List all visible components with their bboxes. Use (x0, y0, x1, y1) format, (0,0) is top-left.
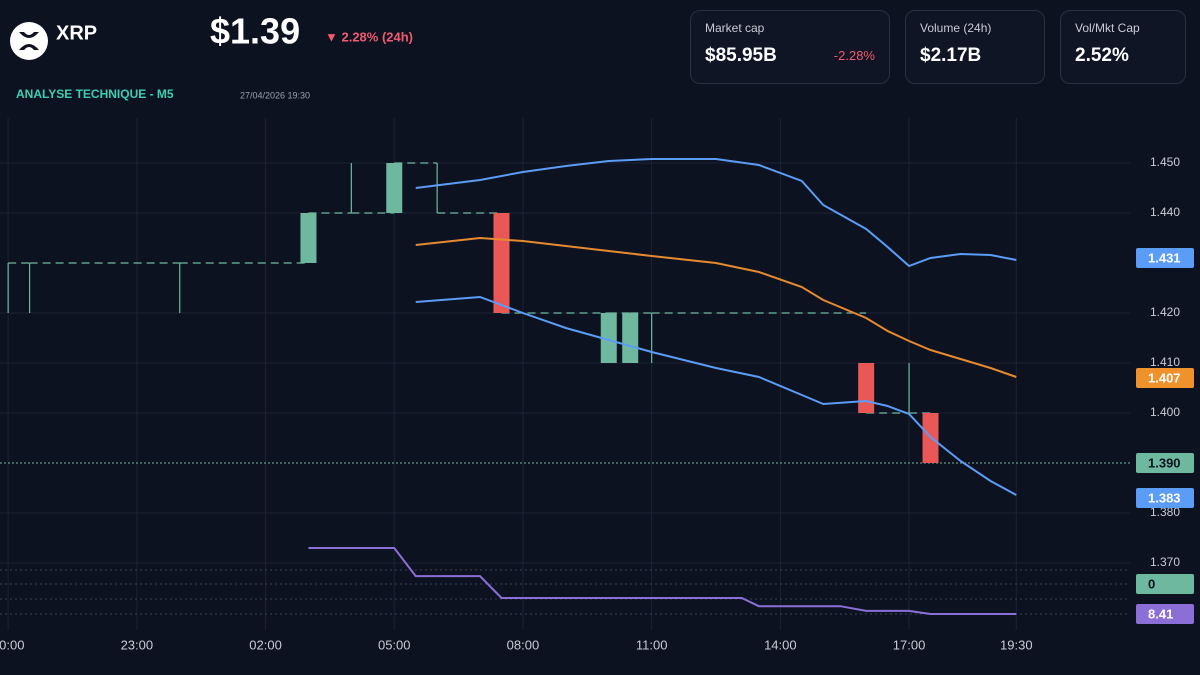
xrp-logo (10, 22, 48, 60)
symbol: XRP (56, 22, 97, 44)
x-tick-label: 17:00 (893, 637, 926, 652)
xrp-logo-mark (19, 32, 39, 50)
y-tick-label: 1.410 (1150, 355, 1180, 369)
price-badge-label: 1.431 (1148, 250, 1181, 265)
candle-body (386, 163, 403, 213)
indicator-line (415, 158, 1017, 268)
stat-label: Volume (24h) (920, 21, 992, 35)
price-badge-label: 0 (1148, 576, 1155, 591)
x-tick-label: 20:00 (0, 637, 24, 652)
y-tick-label: 1.450 (1150, 155, 1180, 169)
y-tick-label: 1.370 (1150, 555, 1180, 569)
candle-body (622, 313, 639, 363)
stat-value: $2.17B (920, 45, 982, 66)
indicator-line (308, 547, 1017, 615)
x-tick-label: 14:00 (764, 637, 797, 652)
y-tick-label: 1.400 (1150, 405, 1180, 419)
indicator-line (415, 295, 1017, 496)
price-badge-label: 1.407 (1148, 370, 1181, 385)
x-tick-label: 23:00 (121, 637, 154, 652)
indicator-line (415, 236, 1017, 378)
price-badge (1136, 488, 1194, 508)
candle-body (300, 213, 317, 263)
stat-card: Vol/Mkt Cap 2.52% (1060, 10, 1186, 84)
price-badge-label: 1.383 (1148, 490, 1181, 505)
x-tick-label: 19:30 (1000, 637, 1033, 652)
y-tick-label: 1.420 (1150, 305, 1180, 319)
section-title: ANALYSE TECHNIQUE - M5 (16, 87, 174, 101)
price-badge (1136, 453, 1194, 473)
price-badge (1136, 368, 1194, 388)
stat-value: $85.95B (705, 45, 777, 66)
y-tick-label: 1.380 (1150, 505, 1180, 519)
candle-body (493, 213, 510, 313)
stat-change: -2.28% (833, 48, 875, 63)
price-badge-label: 8.41 (1148, 606, 1173, 621)
price-badge (1136, 604, 1194, 624)
stat-label: Market cap (705, 21, 765, 35)
x-tick-label: 02:00 (249, 637, 282, 652)
y-tick-label: 1.440 (1150, 205, 1180, 219)
x-tick-label: 05:00 (378, 637, 411, 652)
stat-card: Volume (24h) $2.17B (905, 10, 1045, 84)
timestamp: 27/04/2026 19:30 (240, 90, 310, 100)
stat-card: Market cap $85.95B -2.28% (690, 10, 890, 84)
price-badge (1136, 574, 1194, 594)
stat-label: Vol/Mkt Cap (1075, 21, 1140, 35)
candle-body (600, 313, 617, 363)
candle-body (858, 363, 875, 413)
x-tick-label: 11:00 (636, 637, 668, 652)
price-badge-label: 1.390 (1148, 455, 1181, 470)
stat-value: 2.52% (1075, 45, 1129, 66)
price: $1.39 (210, 11, 300, 52)
x-tick-label: 08:00 (507, 637, 540, 652)
price-change: ▼ 2.28% (24h) (325, 29, 413, 44)
price-badge (1136, 248, 1194, 268)
